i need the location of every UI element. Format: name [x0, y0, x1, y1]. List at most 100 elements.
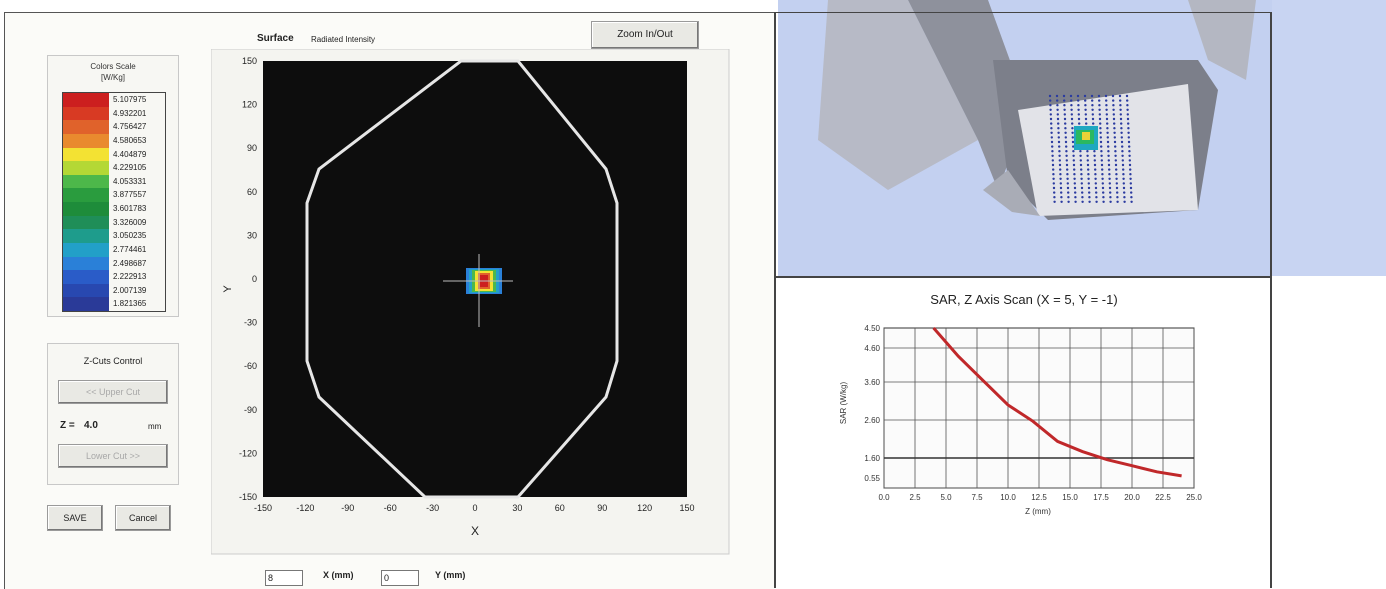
- measurement-grid-point: [1070, 117, 1074, 121]
- measurement-grid-point: [1108, 186, 1112, 190]
- measurement-grid-point: [1071, 136, 1074, 139]
- measurement-grid-point: [1064, 131, 1067, 134]
- measurement-grid-point: [1060, 200, 1063, 203]
- measurement-grid-point: [1092, 122, 1095, 125]
- measurement-grid-point: [1108, 173, 1111, 176]
- measurement-grid-point: [1100, 163, 1104, 167]
- cancel-button[interactable]: Cancel: [115, 505, 171, 531]
- color-scale-value: 2.007139: [113, 285, 147, 295]
- measurement-grid-point: [1056, 113, 1059, 116]
- measurement-grid-point: [1122, 173, 1125, 176]
- measurement-grid-point: [1093, 154, 1096, 157]
- color-scale-value: 3.326009: [113, 217, 147, 227]
- measurement-grid-point: [1118, 94, 1122, 98]
- color-scale-swatch: [63, 270, 109, 284]
- measurement-grid-point: [1077, 117, 1081, 121]
- sar-x-tick-label: 7.5: [971, 493, 983, 502]
- measurement-grid-point: [1115, 168, 1118, 171]
- save-button[interactable]: SAVE: [47, 505, 103, 531]
- measurement-grid-point: [1129, 168, 1132, 171]
- measurement-grid-point: [1049, 113, 1052, 116]
- measurement-grid-point: [1120, 127, 1123, 130]
- measurement-grid-point: [1050, 122, 1053, 125]
- z-cuts-panel: Z-Cuts Control << Upper Cut Z = 4.0 mm L…: [47, 343, 179, 485]
- upper-cut-button[interactable]: << Upper Cut: [58, 380, 168, 404]
- measurement-grid-point: [1072, 150, 1075, 153]
- measurement-grid-point: [1091, 113, 1094, 116]
- measurement-grid-point: [1113, 140, 1117, 144]
- y-tick-label: -150: [239, 492, 257, 502]
- z-cuts-title: Z-Cuts Control: [83, 356, 143, 366]
- color-scale-swatch: [63, 215, 109, 230]
- measurement-grid-point: [1091, 104, 1094, 107]
- measurement-grid-point: [1112, 108, 1115, 112]
- measurement-grid-point: [1072, 163, 1076, 167]
- measurement-grid-point: [1071, 131, 1074, 134]
- measurement-grid-point: [1066, 168, 1069, 171]
- color-scale-swatch: [63, 283, 109, 298]
- measurement-grid-point: [1086, 150, 1089, 153]
- y-coordinate-input[interactable]: 0: [381, 570, 419, 586]
- color-scale-swatch: [63, 202, 109, 216]
- measurement-grid-point: [1058, 150, 1061, 153]
- measurement-grid-point: [1087, 168, 1090, 171]
- measurement-grid-point: [1107, 163, 1111, 167]
- measurement-grid-point: [1099, 136, 1102, 139]
- measurement-grid-point: [1053, 191, 1056, 194]
- color-scale-swatch: [63, 188, 109, 202]
- measurement-grid-point: [1115, 182, 1118, 185]
- measurement-grid-point: [1114, 150, 1117, 153]
- measurement-grid-point: [1105, 117, 1109, 121]
- measurement-grid-point: [1095, 196, 1098, 199]
- color-scale-panel: Colors Scale [W/Kg] 5.107975 4.932201 4.75…: [47, 55, 179, 317]
- measurement-grid-point: [1065, 145, 1068, 148]
- color-scale-swatch: [63, 297, 109, 311]
- sar-y-tick-label: 4.50: [864, 324, 880, 333]
- measurement-grid-point: [1056, 104, 1059, 107]
- measurement-grid-point: [1093, 163, 1097, 167]
- measurement-grid-point: [1073, 186, 1077, 190]
- sar-x-tick-label: 12.5: [1031, 493, 1047, 502]
- plot-title-subtitle: Radiated Intensity: [311, 35, 376, 44]
- measurement-grid-point: [1063, 117, 1067, 121]
- measurement-grid-point: [1119, 117, 1123, 121]
- color-scale-swatch: [63, 147, 109, 162]
- z-value: 4.0: [84, 420, 98, 431]
- x-tick-label: 0: [472, 503, 477, 513]
- measurement-grid-point: [1126, 99, 1129, 102]
- measurement-grid-point: [1088, 191, 1091, 194]
- zoom-in-out-button[interactable]: Zoom In/Out: [591, 21, 699, 49]
- measurement-grid-point: [1084, 108, 1087, 112]
- color-scale-value: 4.932201: [113, 108, 147, 118]
- y-coordinate-label: Y (mm): [435, 570, 466, 580]
- color-scale-value: 4.404879: [113, 149, 147, 159]
- measurement-grid-point: [1105, 104, 1108, 107]
- x-coordinate-input[interactable]: 8: [265, 570, 303, 586]
- measurement-grid-point: [1100, 154, 1103, 157]
- measurement-grid-point: [1107, 150, 1110, 153]
- measurement-grid-point: [1115, 173, 1118, 176]
- measurement-grid-point: [1094, 177, 1097, 180]
- measurement-grid-point: [1116, 191, 1119, 194]
- measurement-grid-point: [1059, 168, 1062, 171]
- measurement-grid-point: [1098, 104, 1101, 107]
- measurement-grid-point: [1057, 136, 1060, 139]
- color-scale-unit: [W/Kg]: [100, 73, 125, 82]
- measurement-grid-point: [1129, 186, 1133, 190]
- measurement-grid-point: [1088, 196, 1091, 199]
- measurement-grid-point: [1119, 108, 1122, 112]
- measurement-grid-point: [1050, 136, 1053, 139]
- probe-3d-view: [778, 0, 1386, 276]
- lower-cut-button[interactable]: Lower Cut >>: [58, 444, 168, 468]
- sar-z-axis-chart: 0.0 2.5 5.0 7.5 10.0 12.5 15.0 17.5 20.0 22.5 25.0…: [828, 318, 1208, 526]
- measurement-grid-point: [1121, 150, 1124, 153]
- sar-x-tick-label: 20.0: [1124, 493, 1140, 502]
- measurement-grid-point: [1071, 140, 1075, 144]
- measurement-grid-point: [1123, 191, 1126, 194]
- measurement-grid-point: [1122, 168, 1125, 171]
- measurement-grid-point: [1111, 94, 1115, 98]
- measurement-grid-point: [1072, 154, 1075, 157]
- measurement-grid-point: [1081, 191, 1084, 194]
- measurement-grid-point: [1098, 108, 1101, 112]
- measurement-grid-point: [1097, 94, 1101, 98]
